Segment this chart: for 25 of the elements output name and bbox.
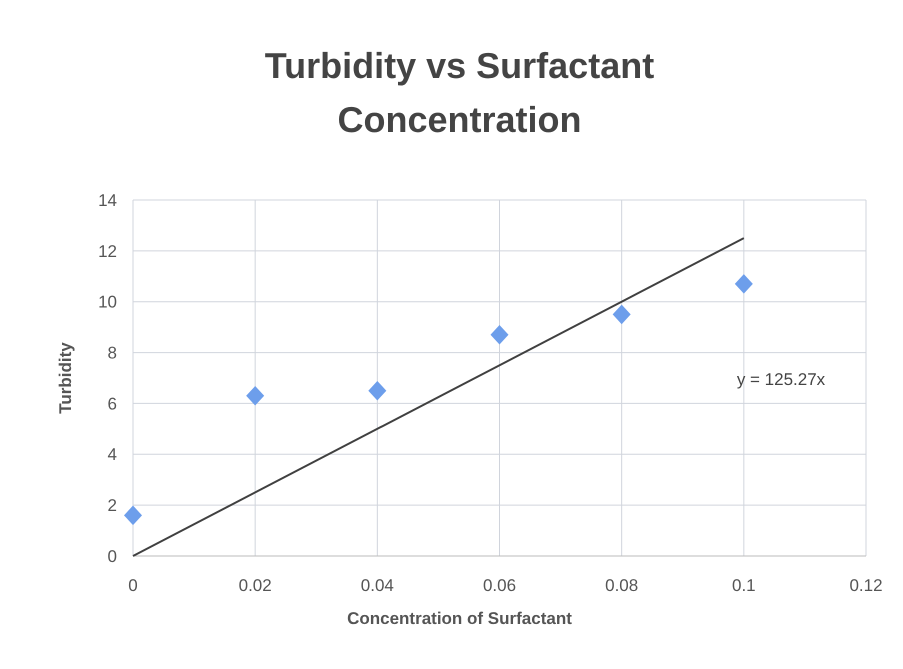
y-tick-label: 6 [108, 394, 117, 414]
y-tick-label: 2 [108, 496, 117, 516]
y-tick-label: 10 [98, 292, 117, 312]
x-tick-label: 0.1 [732, 576, 756, 595]
annotation: y = 125.27x [736, 370, 826, 390]
point [124, 506, 142, 526]
y-axis-title: Turbidity [56, 342, 75, 414]
point [246, 386, 264, 406]
chart-title: Turbidity vs Surfactant Concentration [264, 45, 654, 140]
y-tick-label: 0 [108, 546, 117, 566]
point [368, 380, 386, 400]
point [612, 304, 631, 324]
x-tick-label: 0.04 [360, 576, 394, 595]
y-tick-label: 12 [98, 242, 117, 261]
y-tick-label: 14 [98, 190, 117, 210]
x-tick-label: 0.12 [849, 576, 883, 595]
y-tick-label: 8 [108, 344, 117, 363]
point [734, 274, 753, 294]
x-axis-title: Concentration of Surfactant [347, 609, 572, 628]
x-tick-label: 0.08 [605, 576, 638, 595]
point [490, 325, 509, 345]
x-tick-label: 0.02 [238, 576, 272, 595]
x-tick-label: 0 [128, 576, 138, 595]
x-tick-label: 0.06 [482, 576, 516, 595]
y-tick-label: 4 [108, 445, 117, 464]
